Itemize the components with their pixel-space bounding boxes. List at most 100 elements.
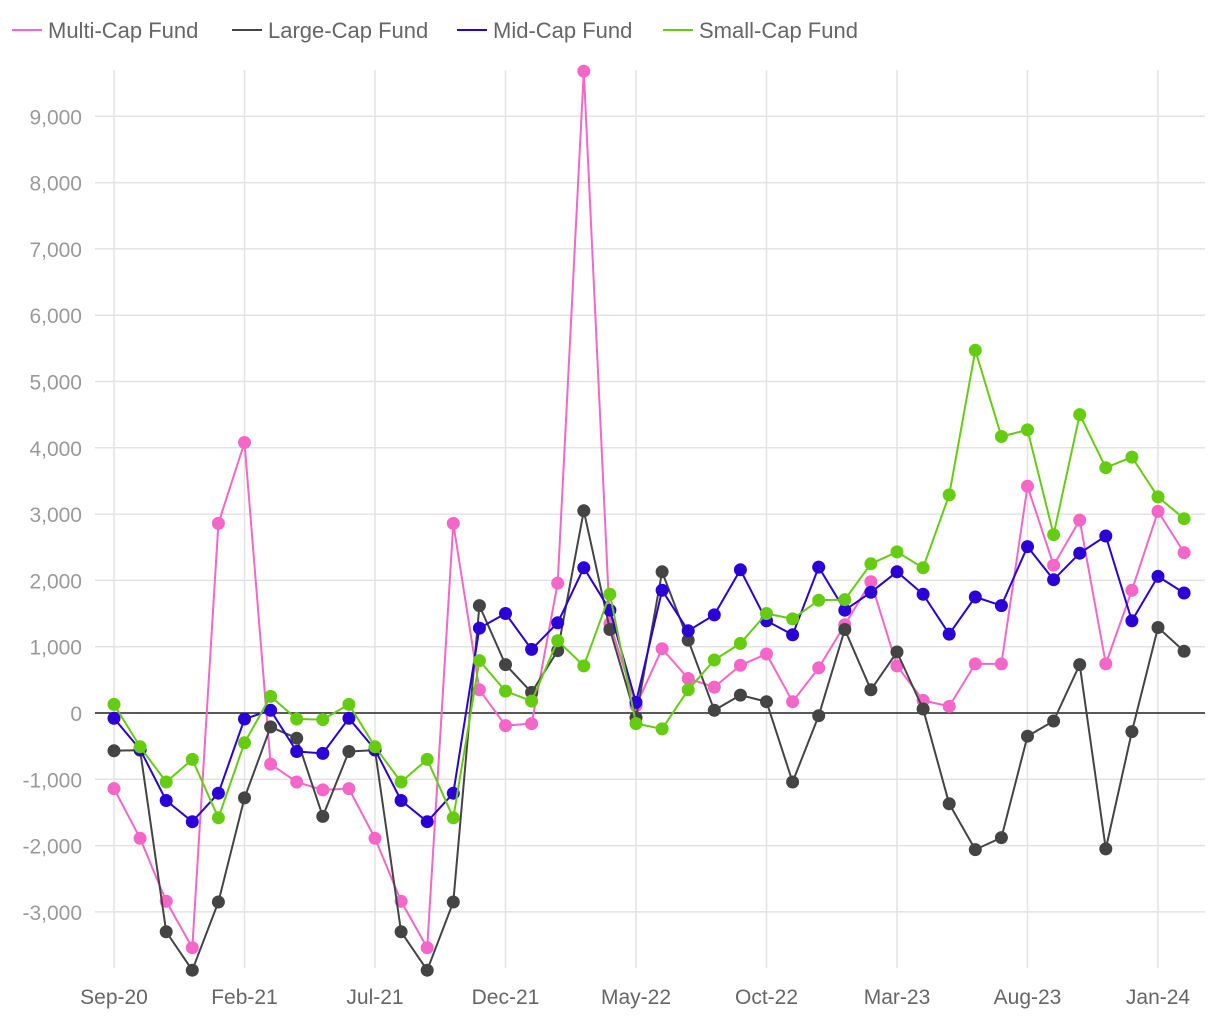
data-point[interactable]: [968, 657, 982, 671]
data-point[interactable]: [681, 624, 695, 638]
data-point[interactable]: [786, 775, 800, 789]
data-point[interactable]: [890, 545, 904, 559]
data-point[interactable]: [1073, 408, 1087, 422]
data-point[interactable]: [420, 963, 434, 977]
data-point[interactable]: [446, 895, 460, 909]
data-point[interactable]: [994, 657, 1008, 671]
data-point[interactable]: [525, 642, 539, 656]
data-point[interactable]: [1047, 528, 1061, 542]
data-point[interactable]: [733, 688, 747, 702]
data-point[interactable]: [655, 722, 669, 736]
data-point[interactable]: [812, 661, 826, 675]
data-point[interactable]: [838, 603, 852, 617]
data-point[interactable]: [577, 659, 591, 673]
data-point[interactable]: [368, 831, 382, 845]
data-point[interactable]: [864, 557, 878, 571]
data-point[interactable]: [864, 575, 878, 589]
data-point[interactable]: [133, 740, 147, 754]
data-point[interactable]: [472, 654, 486, 668]
data-point[interactable]: [264, 757, 278, 771]
data-point[interactable]: [786, 628, 800, 642]
data-point[interactable]: [1073, 658, 1087, 672]
data-point[interactable]: [1021, 540, 1034, 554]
data-point[interactable]: [1021, 729, 1034, 743]
data-point[interactable]: [420, 752, 434, 766]
data-point[interactable]: [994, 599, 1008, 613]
legend-item[interactable]: Large-Cap Fund: [232, 18, 428, 43]
data-point[interactable]: [394, 775, 408, 789]
data-point[interactable]: [812, 560, 826, 574]
data-point[interactable]: [655, 583, 669, 597]
data-point[interactable]: [420, 815, 434, 829]
data-point[interactable]: [812, 709, 826, 723]
data-point[interactable]: [760, 647, 773, 661]
data-point[interactable]: [368, 740, 382, 754]
data-point[interactable]: [890, 659, 904, 673]
data-point[interactable]: [342, 711, 356, 725]
data-point[interactable]: [211, 786, 225, 800]
data-point[interactable]: [394, 794, 408, 807]
data-point[interactable]: [916, 587, 930, 601]
data-point[interactable]: [577, 504, 591, 518]
data-point[interactable]: [133, 831, 147, 845]
data-point[interactable]: [420, 941, 434, 955]
data-point[interactable]: [316, 713, 330, 727]
data-point[interactable]: [577, 561, 591, 575]
data-point[interactable]: [1021, 423, 1034, 437]
data-point[interactable]: [1073, 546, 1087, 560]
data-point[interactable]: [1099, 657, 1113, 671]
data-point[interactable]: [760, 695, 773, 709]
data-point[interactable]: [707, 653, 721, 667]
data-point[interactable]: [760, 607, 773, 620]
data-point[interactable]: [107, 697, 121, 711]
data-point[interactable]: [264, 703, 278, 717]
data-point[interactable]: [707, 680, 721, 694]
data-point[interactable]: [733, 636, 747, 650]
data-point[interactable]: [211, 516, 225, 530]
legend-item[interactable]: Small-Cap Fund: [663, 18, 858, 43]
data-point[interactable]: [316, 783, 330, 797]
data-point[interactable]: [707, 608, 721, 622]
data-point[interactable]: [1151, 621, 1165, 634]
data-point[interactable]: [655, 565, 669, 579]
data-point[interactable]: [394, 925, 408, 939]
data-point[interactable]: [159, 794, 173, 807]
data-point[interactable]: [238, 736, 251, 750]
data-point[interactable]: [942, 699, 956, 713]
legend-item[interactable]: Multi-Cap Fund: [12, 18, 198, 43]
data-point[interactable]: [1151, 490, 1165, 504]
data-point[interactable]: [1125, 725, 1139, 739]
data-point[interactable]: [629, 717, 643, 731]
data-point[interactable]: [551, 634, 565, 648]
data-point[interactable]: [916, 702, 930, 716]
data-point[interactable]: [968, 843, 982, 857]
data-point[interactable]: [864, 585, 878, 599]
data-point[interactable]: [238, 791, 251, 805]
data-point[interactable]: [107, 711, 121, 725]
data-point[interactable]: [211, 895, 225, 909]
data-point[interactable]: [211, 811, 225, 825]
data-point[interactable]: [525, 694, 539, 708]
data-point[interactable]: [1047, 573, 1061, 587]
data-point[interactable]: [499, 719, 512, 733]
data-point[interactable]: [342, 782, 356, 796]
data-point[interactable]: [316, 809, 330, 823]
data-point[interactable]: [864, 683, 878, 697]
data-point[interactable]: [733, 658, 747, 672]
data-point[interactable]: [1021, 479, 1034, 493]
data-point[interactable]: [1099, 842, 1113, 856]
data-point[interactable]: [290, 731, 304, 745]
data-point[interactable]: [290, 775, 304, 789]
data-point[interactable]: [551, 576, 565, 590]
data-point[interactable]: [916, 561, 930, 575]
data-point[interactable]: [890, 565, 904, 579]
data-point[interactable]: [968, 590, 982, 604]
data-point[interactable]: [472, 621, 486, 635]
data-point[interactable]: [968, 343, 982, 357]
legend-item[interactable]: Mid-Cap Fund: [457, 18, 632, 43]
data-point[interactable]: [603, 623, 617, 636]
data-point[interactable]: [472, 683, 486, 697]
data-point[interactable]: [238, 436, 251, 449]
data-point[interactable]: [159, 925, 173, 939]
data-point[interactable]: [681, 633, 695, 647]
